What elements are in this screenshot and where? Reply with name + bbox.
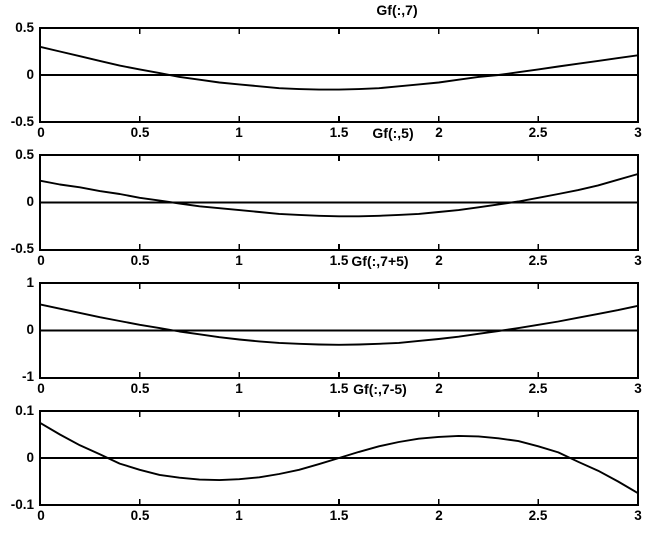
x-tick-label: 0	[37, 253, 45, 268]
x-tick-label: 2	[435, 381, 443, 396]
x-tick-label: 1.5	[329, 381, 349, 396]
y-tick-label: 0	[26, 67, 34, 82]
y-tick-label: 0	[26, 322, 34, 337]
y-tick-label: 0	[26, 194, 34, 209]
x-tick-label: 3	[634, 381, 642, 396]
x-tick-label: 0	[37, 125, 45, 140]
x-tick-label: 0	[37, 381, 45, 396]
subplot-4-title: Gf(:,7-5)	[353, 381, 407, 397]
x-tick-label: 2.5	[528, 125, 548, 140]
x-tick-label: 0	[37, 508, 45, 523]
subplot-3-plot	[39, 282, 639, 379]
x-tick-label: 2	[435, 253, 443, 268]
y-tick-label: 0	[26, 450, 34, 465]
x-tick-label: 1.5	[329, 125, 349, 140]
x-tick-label: 1	[235, 125, 243, 140]
x-tick-label: 2	[435, 125, 443, 140]
x-tick-label: 3	[634, 508, 642, 523]
y-tick-label: 0.5	[15, 147, 34, 162]
x-tick-label: 2	[435, 508, 443, 523]
x-tick-label: 0.5	[130, 381, 150, 396]
x-tick-label: 1.5	[329, 253, 349, 268]
y-tick-label: 1	[26, 275, 34, 290]
y-tick-label: -0.5	[10, 241, 34, 256]
subplot-1-title: Gf(:,7)	[376, 2, 418, 18]
x-tick-label: 0.5	[130, 125, 150, 140]
x-tick-label: 0.5	[130, 253, 150, 268]
subplot-4-plot	[39, 410, 639, 506]
x-tick-label: 2.5	[528, 253, 548, 268]
x-tick-label: 1	[235, 508, 243, 523]
y-tick-label: 0.5	[15, 20, 34, 35]
x-tick-label: 1	[235, 253, 243, 268]
x-tick-label: 3	[634, 253, 642, 268]
x-tick-label: 1.5	[329, 508, 349, 523]
y-tick-label: -0.1	[10, 497, 34, 512]
x-tick-label: 0.5	[130, 508, 150, 523]
subplot-3-title: Gf(:,7+5)	[351, 253, 409, 269]
y-tick-label: -0.5	[10, 114, 34, 129]
subplot-2-title: Gf(:,5)	[372, 125, 414, 141]
y-tick-label: -1	[21, 369, 34, 384]
x-tick-label: 2.5	[528, 381, 548, 396]
subplot-1-plot	[39, 27, 639, 123]
x-tick-label: 1	[235, 381, 243, 396]
x-tick-label: 2.5	[528, 508, 548, 523]
y-tick-label: 0.1	[15, 403, 34, 418]
subplot-2-plot	[39, 154, 639, 251]
x-tick-label: 3	[634, 125, 642, 140]
